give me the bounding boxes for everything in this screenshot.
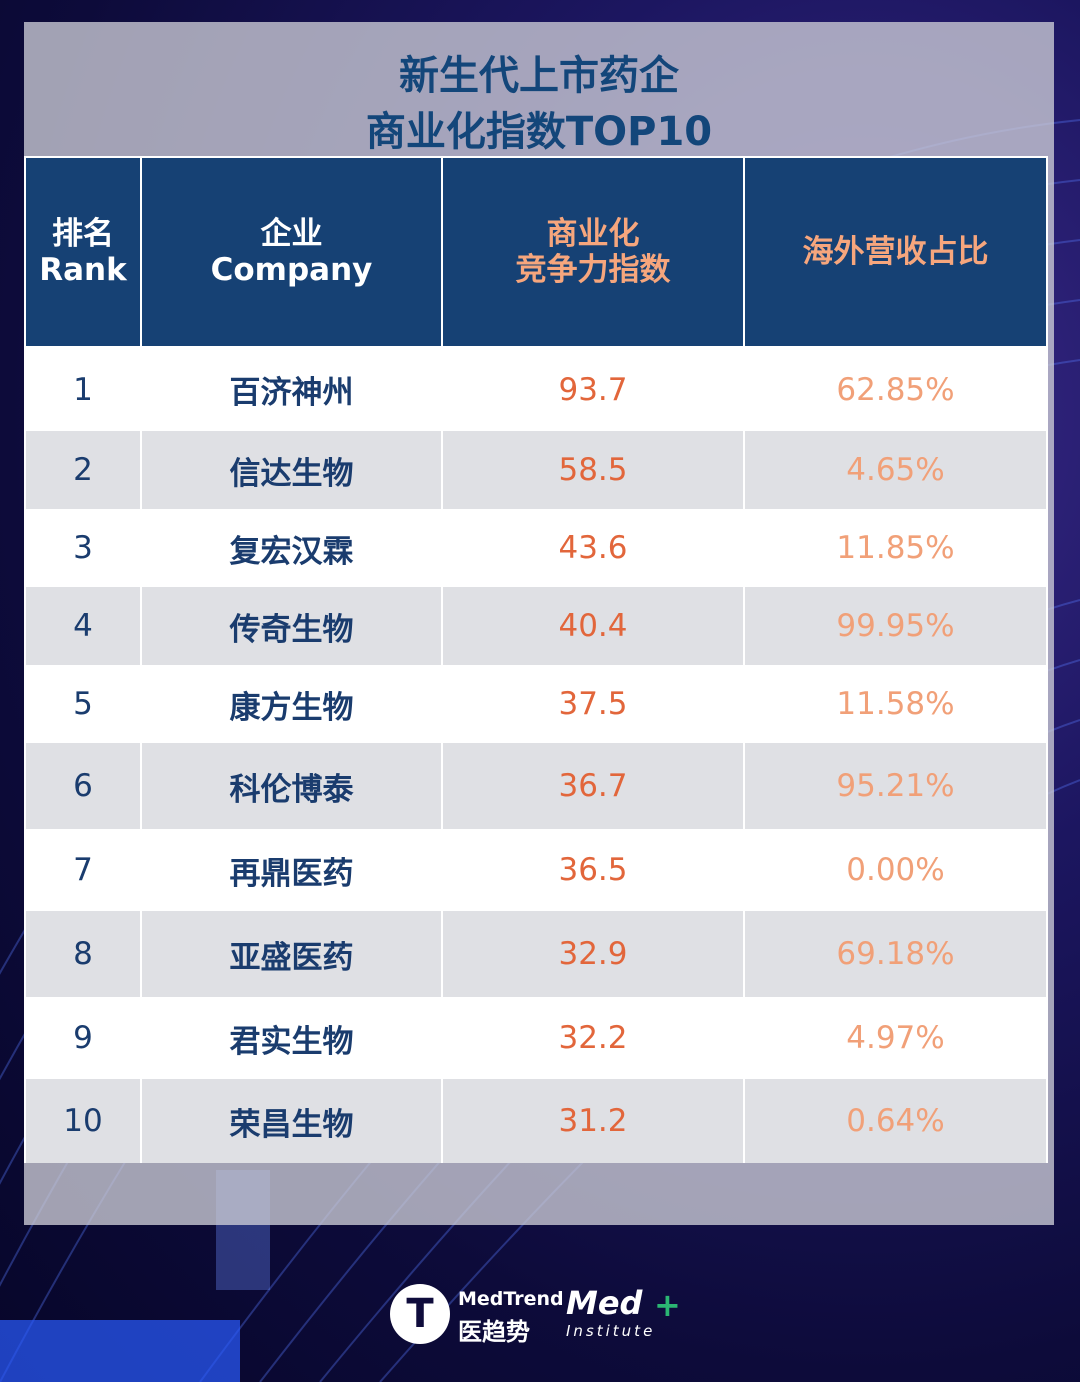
- header-company-cn: 企业: [260, 216, 323, 252]
- table-header-row: 排名 Rank 企业 Company 商业化 竞争力指数 海外营收占比: [24, 156, 1048, 348]
- ranking-table: 排名 Rank 企业 Company 商业化 竞争力指数 海外营收占比 1: [24, 156, 1048, 1163]
- ranking-panel: 新生代上市药企 商业化指数TOP10 排名 Rank 企业 Company 商业…: [24, 22, 1054, 1225]
- cell-score: 43.6: [441, 509, 745, 587]
- medtrend-logo-en: MedTrend: [458, 1288, 564, 1310]
- cell-score: 40.4: [441, 587, 745, 665]
- header-score-line-1: 商业化: [546, 216, 640, 252]
- header-rank-en: Rank: [39, 252, 127, 288]
- cell-rank: 5: [24, 665, 142, 743]
- cell-score: 36.5: [441, 829, 745, 911]
- cell-company: 科伦博泰: [140, 743, 443, 829]
- header-rank: 排名 Rank: [24, 156, 142, 348]
- cell-rank: 7: [24, 829, 142, 911]
- header-company: 企业 Company: [140, 156, 443, 348]
- cell-score: 37.5: [441, 665, 745, 743]
- cell-share: 4.97%: [743, 997, 1048, 1079]
- cell-share: 4.65%: [743, 431, 1048, 509]
- cell-score: 93.7: [441, 347, 745, 431]
- cell-score: 58.5: [441, 431, 745, 509]
- table-row: 3 复宏汉霖 43.6 11.85%: [24, 509, 1048, 587]
- cell-rank: 8: [24, 911, 142, 997]
- header-score: 商业化 竞争力指数: [441, 156, 745, 348]
- cell-rank: 1: [24, 347, 142, 431]
- cell-company: 传奇生物: [140, 587, 443, 665]
- cell-company: 康方生物: [140, 665, 443, 743]
- header-rank-cn: 排名: [52, 216, 114, 252]
- cell-score: 31.2: [441, 1079, 745, 1163]
- cell-rank: 4: [24, 587, 142, 665]
- cell-share: 69.18%: [743, 911, 1048, 997]
- cell-rank: 3: [24, 509, 142, 587]
- cell-company: 信达生物: [140, 431, 443, 509]
- table-row: 4 传奇生物 40.4 99.95%: [24, 587, 1048, 665]
- table-row: 7 再鼎医药 36.5 0.00%: [24, 829, 1048, 911]
- table-row: 8 亚盛医药 32.9 69.18%: [24, 911, 1048, 997]
- table-row: 9 君实生物 32.2 4.97%: [24, 997, 1048, 1079]
- medtrend-logo-cn: 医趋势: [458, 1318, 530, 1346]
- cell-share: 0.00%: [743, 829, 1048, 911]
- header-company-en: Company: [210, 252, 373, 288]
- cell-company: 君实生物: [140, 997, 443, 1079]
- cell-rank: 6: [24, 743, 142, 829]
- cell-company: 复宏汉霖: [140, 509, 443, 587]
- cell-score: 32.2: [441, 997, 745, 1079]
- cell-company: 百济神州: [140, 347, 443, 431]
- cell-rank: 2: [24, 431, 142, 509]
- med-institute-logo: Med: [566, 1284, 643, 1322]
- medtrend-logo-icon: T: [390, 1284, 450, 1344]
- cell-share: 11.58%: [743, 665, 1048, 743]
- med-institute-sub: Institute: [566, 1322, 656, 1340]
- cell-company: 再鼎医药: [140, 829, 443, 911]
- table-row: 1 百济神州 93.7 62.85%: [24, 347, 1048, 431]
- footer-logos: T MedTrend 医趋势 Med + Institute: [390, 1284, 690, 1346]
- cell-score: 32.9: [441, 911, 745, 997]
- header-score-line-2: 竞争力指数: [515, 252, 671, 288]
- title-line-2: 商业化指数TOP10: [365, 109, 713, 155]
- cell-company: 荣昌生物: [140, 1079, 443, 1163]
- table-row: 5 康方生物 37.5 11.58%: [24, 665, 1048, 743]
- med-plus-icon: +: [654, 1286, 681, 1324]
- cell-rank: 9: [24, 997, 142, 1079]
- table-row: 2 信达生物 58.5 4.65%: [24, 431, 1048, 509]
- title-line-1: 新生代上市药企: [399, 53, 679, 99]
- cell-rank: 10: [24, 1079, 142, 1163]
- cell-share: 11.85%: [743, 509, 1048, 587]
- page-title: 新生代上市药企 商业化指数TOP10: [24, 48, 1054, 160]
- header-share-label: 海外营收占比: [802, 234, 989, 270]
- cell-share: 99.95%: [743, 587, 1048, 665]
- header-overseas-share: 海外营收占比: [743, 156, 1048, 348]
- cell-share: 62.85%: [743, 347, 1048, 431]
- cell-share: 0.64%: [743, 1079, 1048, 1163]
- cell-score: 36.7: [441, 743, 745, 829]
- cell-share: 95.21%: [743, 743, 1048, 829]
- table-row: 6 科伦博泰 36.7 95.21%: [24, 743, 1048, 829]
- table-row: 10 荣昌生物 31.2 0.64%: [24, 1079, 1048, 1163]
- cell-company: 亚盛医药: [140, 911, 443, 997]
